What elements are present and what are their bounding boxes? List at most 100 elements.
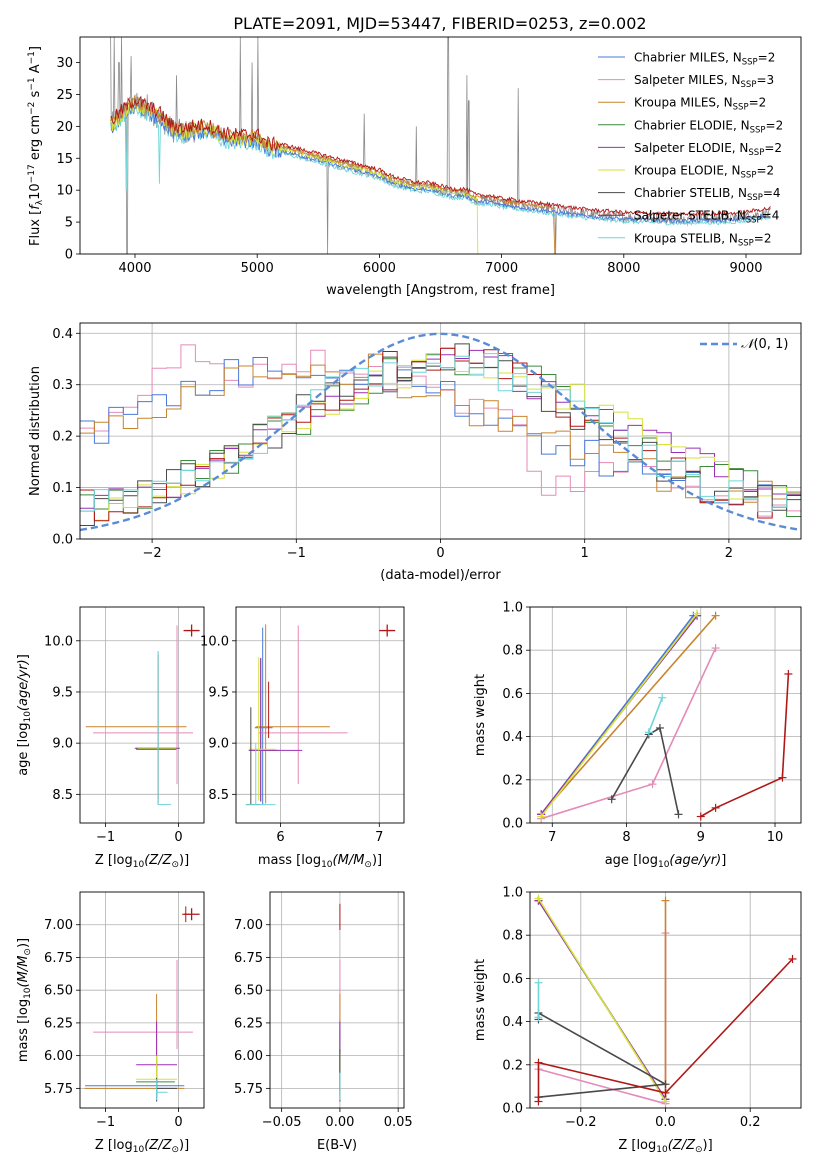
y-tick-label: 6.25	[44, 1016, 73, 1031]
x-tick-label: 0.2	[740, 1115, 761, 1130]
y-axis-label-part: log	[16, 723, 31, 743]
y-axis-label-part: A	[28, 64, 43, 77]
y-axis-label-part: (age/yr)	[16, 659, 31, 711]
y-tick-label: 20	[56, 120, 73, 135]
x-tick-label: 1	[581, 546, 589, 561]
y-tick-label: 0.0	[502, 1102, 523, 1117]
legend-entry-value: =3	[756, 73, 774, 87]
x-tick-label: −1	[96, 830, 115, 845]
axes-frame	[529, 891, 802, 1109]
x-tick-label: 0.05	[384, 1115, 413, 1130]
legend-entry-value: =2	[758, 51, 776, 65]
y-tick-label: 5.75	[234, 1082, 263, 1097]
y-tick-label: 0.8	[502, 929, 523, 944]
y-tick-label: 0.2	[502, 1058, 523, 1073]
y-tick-label: 7.00	[234, 918, 263, 933]
y-axis-label-part: ]	[16, 654, 31, 659]
axes-frame	[79, 36, 802, 255]
legend-entry: Kroupa STELIB, NSSP=2	[634, 231, 772, 248]
y-axis-label-part: 10	[23, 987, 33, 999]
legend-entry-value: =4	[763, 186, 781, 200]
y-tick-label: 0.2	[502, 773, 523, 788]
y-tick-label: 9.5	[52, 685, 73, 700]
y-axis-label: age [log10(age/yr)]	[16, 654, 33, 776]
y-tick-label: 0.1	[52, 481, 73, 496]
histogram-step	[80, 347, 801, 522]
y-tick-label: 0.6	[502, 687, 523, 702]
weight-line	[540, 615, 717, 815]
x-axis-label: Z [log10(Z/Z⊙)]	[95, 853, 189, 870]
x-tick-label: 0.00	[325, 1115, 354, 1130]
y-axis-label-part: erg cm	[28, 115, 43, 164]
panel-mass-weight-Z: −0.2 0.0 0.2 0.0 0.2 0.4 0.6 0.8 1.0 Z [log10(Z/Z…	[473, 886, 802, 1155]
legend-entry-sub: SSP	[750, 125, 766, 135]
y-tick-label: 9.0	[52, 737, 73, 752]
y-tick-label: 0.4	[52, 327, 73, 342]
weight-line	[611, 726, 680, 815]
y-axis-label-part: s	[28, 90, 43, 101]
legend-entry: Kroupa MILES, NSSP=2	[634, 96, 766, 113]
legend-entry-params: (0, 1)	[753, 337, 788, 352]
legend-entry-name: Salpeter ELODIE, N	[634, 141, 748, 155]
x-tick-label: −0.2	[565, 1115, 597, 1130]
panel-residuals: −2 −1 0 1 2 0.0 0.1 0.2 0.3 0.4 (data-model)/error…	[28, 322, 802, 583]
x-axis-label: Z [log10(Z/Z⊙)]	[95, 1138, 189, 1155]
figure-title: PLATE=2091, MJD=53447, FIBERID=0253, z=0…	[233, 14, 646, 33]
x-tick-label: 5000	[241, 261, 274, 276]
legend-entry-sub: SSP	[746, 216, 762, 226]
panel-Z-mass: −1 05.756.006.256.506.757.00Z [log10(Z/Z⊙…	[16, 891, 205, 1155]
x-tick-label: 9	[697, 830, 705, 845]
y-tick-label: 0.3	[52, 378, 73, 393]
legend-entry: Salpeter MILES, NSSP=3	[634, 73, 774, 90]
y-axis-label-part: log	[16, 999, 31, 1019]
y-tick-label: 6.50	[44, 984, 73, 999]
y-tick-label: 15	[56, 152, 73, 167]
histogram-step	[80, 353, 801, 513]
x-axis-label-part: (Z/Z	[144, 1138, 172, 1153]
legend-entry-value: =2	[764, 141, 782, 155]
x-axis-label-part: )]	[703, 1138, 713, 1153]
x-axis-label-part: Z [	[95, 1138, 113, 1153]
x-axis-label-part: )]	[179, 853, 189, 868]
x-axis-label-part: 10	[133, 860, 145, 870]
panel-EBV-mass: −0.05 0.00 0.05 5.75 6.00 6.25 6.50 6.75 7.00 E(B…	[234, 891, 413, 1153]
legend-entry: Chabrier ELODIE, NSSP=2	[634, 118, 783, 135]
legend-entry-value: =2	[754, 231, 772, 245]
x-axis-label-part: log	[638, 853, 658, 868]
x-axis-label-part: ⊙	[364, 860, 372, 870]
legend-entry-value: =4	[762, 209, 780, 223]
x-axis-label: age [log10(age/yr)]	[605, 853, 727, 870]
x-tick-label: 6	[276, 830, 284, 845]
panel-mass-age: 6 7 8.5 9.0 9.5 10.0 mass [log10(M/M⊙)]	[200, 606, 405, 870]
legend-entry: Chabrier MILES, NSSP=2	[634, 51, 775, 68]
y-tick-label: 1.0	[502, 601, 523, 616]
y-axis-label-part: −1	[27, 51, 37, 64]
y-axis-label: Flux [fλ10−17 erg cm−2 s−1 A−1]	[27, 46, 45, 246]
legend-entry-sub: SSP	[748, 148, 764, 158]
y-axis-label-part: (M/M	[16, 956, 31, 988]
y-axis-label: mass [log10(M/M⊙)]	[16, 938, 33, 1062]
y-axis-label-part: f	[28, 203, 43, 210]
legend-entry: Kroupa ELODIE, NSSP=2	[634, 164, 774, 181]
y-axis-label-part: Flux [	[28, 210, 43, 246]
x-tick-label: 10	[767, 830, 784, 845]
plot-area-residuals	[80, 332, 801, 532]
x-axis-label-part: 10	[658, 860, 670, 870]
y-tick-label: 0.4	[502, 730, 523, 745]
y-tick-label: 0.4	[502, 1015, 523, 1030]
x-axis-label: E(B-V)	[317, 1138, 357, 1153]
weight-line	[700, 673, 790, 818]
x-axis-label-part: 10	[133, 1145, 145, 1155]
legend-entry-name: Chabrier ELODIE, N	[634, 118, 750, 132]
x-axis-label: (data-model)/error	[380, 568, 501, 583]
legend-entry-value: =2	[766, 118, 784, 132]
x-axis-label-part: (Z/Z	[668, 1138, 696, 1153]
model-spectrum-line	[110, 95, 771, 218]
plot-area-mass-age	[245, 624, 396, 806]
y-axis-label: Normed distribution	[28, 366, 43, 496]
x-tick-label: 6000	[363, 261, 396, 276]
y-tick-label: 8.5	[52, 788, 73, 803]
legend-entry-sub: SSP	[733, 103, 749, 113]
y-axis-label-part: age [	[16, 742, 31, 775]
x-tick-label: 0	[174, 1115, 182, 1130]
